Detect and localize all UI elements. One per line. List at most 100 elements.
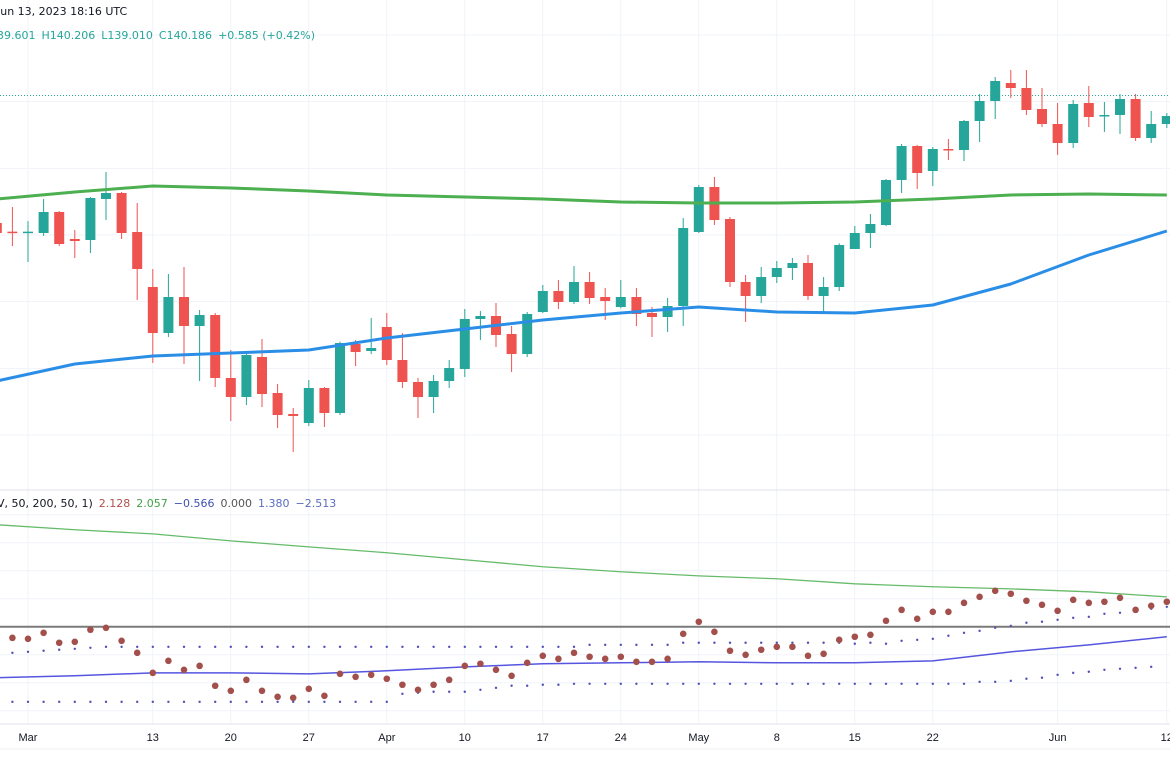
upper-band-dot xyxy=(323,645,326,649)
candle xyxy=(912,145,923,189)
candle-body xyxy=(1005,83,1016,88)
indicator-dot xyxy=(305,685,313,693)
time-axis-label: May xyxy=(688,732,709,744)
upper-band-dot xyxy=(26,650,30,654)
upper-band-dot xyxy=(572,645,576,649)
lower-band-dot xyxy=(744,682,747,685)
lower-band-dot xyxy=(838,682,841,685)
indicator-dot xyxy=(352,673,359,681)
lower-band-dot xyxy=(104,700,108,704)
upper-band-dot xyxy=(136,645,139,649)
indicator-value: −0.566 xyxy=(173,497,215,510)
candle xyxy=(756,267,767,303)
indicator-dot xyxy=(742,651,749,659)
candle-body xyxy=(54,212,65,244)
upper-band-dot xyxy=(791,641,794,644)
time-axis-label: 12 xyxy=(1161,732,1170,744)
upper-band-dot xyxy=(42,649,45,652)
lower-band-dot xyxy=(42,700,45,704)
time-axis-label: 10 xyxy=(459,732,471,744)
candle xyxy=(506,326,517,372)
lower-band-dot xyxy=(260,700,264,704)
candle xyxy=(444,360,455,388)
upper-band-dot xyxy=(214,645,217,649)
candle-body xyxy=(257,357,267,394)
indicator-pane[interactable] xyxy=(0,524,1170,704)
lower-band-dot xyxy=(1072,671,1075,675)
lower-band-dot xyxy=(1103,668,1106,671)
indicator-dot xyxy=(399,681,406,689)
indicator-params: V, 50, 200, 50, 1) xyxy=(0,497,93,510)
time-axis-label: 27 xyxy=(303,732,315,744)
lower-band-dot xyxy=(962,682,966,685)
lower-band-dot xyxy=(728,682,732,685)
indicator-dot xyxy=(882,617,890,625)
lower-band-dot xyxy=(650,682,654,685)
lower-band-dot xyxy=(697,682,700,685)
time-axis[interactable]: Mar 13 20 27 Apr 10 17 24 May 8 15 22 Jun 12 xyxy=(19,732,1170,744)
indicator-dot xyxy=(555,655,562,663)
indicator-dot xyxy=(539,652,547,660)
lower-band-dot xyxy=(354,700,357,704)
candle-body xyxy=(506,334,517,354)
upper-band-dot xyxy=(1103,612,1106,615)
candle-body xyxy=(69,239,80,241)
upper-band-dot xyxy=(338,645,342,649)
indicator-dot xyxy=(55,639,63,647)
indicator-dot xyxy=(1054,607,1061,615)
upper-band-dot xyxy=(947,634,950,637)
candle-body xyxy=(615,297,626,307)
candle-body xyxy=(647,313,657,317)
indicator-dot xyxy=(820,650,827,658)
ohlc-low: L139.010 xyxy=(101,29,153,42)
candle xyxy=(974,94,985,142)
price-pane[interactable] xyxy=(0,70,1170,452)
candle xyxy=(537,285,548,313)
candle xyxy=(0,223,2,233)
ohlc-high: H140.206 xyxy=(41,29,96,42)
candle-body xyxy=(756,277,767,296)
upper-band-dot xyxy=(822,641,825,644)
upper-band-dot xyxy=(229,645,232,649)
lower-band-dot xyxy=(853,682,856,685)
upper-band-dot xyxy=(354,645,357,649)
candle xyxy=(257,339,267,407)
indicator-dot xyxy=(508,672,515,680)
candle-body xyxy=(771,268,782,277)
candle xyxy=(272,384,283,428)
candle xyxy=(896,144,907,193)
indicator-dot xyxy=(367,671,375,679)
candle-body xyxy=(1037,109,1047,124)
indicator-dot xyxy=(196,662,203,670)
indicator-dot xyxy=(945,608,952,616)
indicator-green-line xyxy=(0,524,1167,598)
indicator-dot xyxy=(898,606,905,614)
candle-body xyxy=(444,368,455,381)
upper-band-dot xyxy=(1118,611,1122,614)
upper-band-dot xyxy=(1056,618,1059,621)
upper-band-dot xyxy=(104,645,108,649)
time-axis-label: 8 xyxy=(774,732,780,744)
candle-body xyxy=(1115,99,1125,115)
candle-body xyxy=(662,306,673,317)
indicator-dot xyxy=(913,615,921,623)
indicator-dot xyxy=(570,649,578,657)
lower-band-dot xyxy=(370,700,373,704)
candle xyxy=(210,313,221,387)
candle xyxy=(1161,113,1170,128)
lower-band-dot xyxy=(229,700,232,704)
indicator-dot xyxy=(976,593,983,601)
upper-band-dot xyxy=(11,651,14,655)
candle xyxy=(584,272,595,304)
candle-body xyxy=(803,263,813,296)
upper-band-dot xyxy=(869,641,872,644)
candle-body xyxy=(475,316,486,319)
upper-band-dot xyxy=(962,631,966,635)
candle xyxy=(147,269,158,363)
indicator-dot xyxy=(617,653,625,661)
upper-band-dot xyxy=(307,645,310,649)
candle xyxy=(303,380,314,426)
candle xyxy=(85,197,96,253)
upper-band-dot xyxy=(760,641,763,644)
